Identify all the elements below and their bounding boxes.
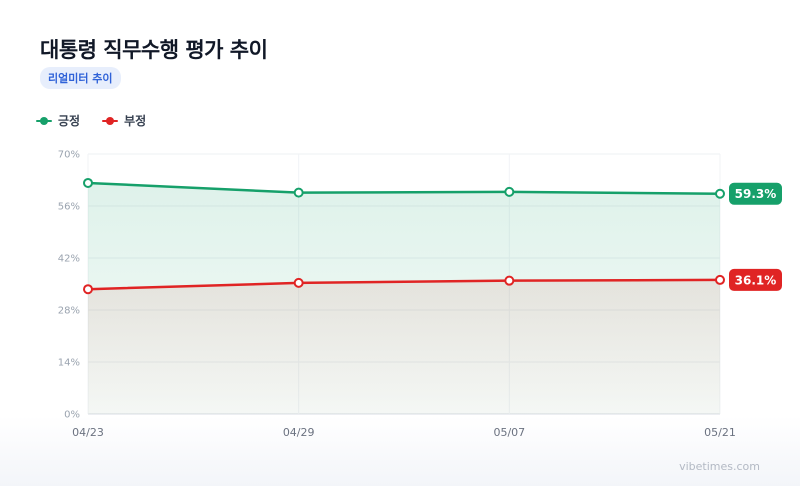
data-point-positive [83,177,93,188]
data-point-positive [504,186,515,197]
data-point-positive [293,187,304,198]
end-value-label-positive: 59.3% [729,182,782,205]
y-tick-label: 56% [58,202,80,213]
x-tick-label: 05/21 [704,426,736,439]
series-line-positive [87,181,721,195]
y-tick-label: 42% [58,254,80,265]
data-point-negative [715,274,725,285]
data-point-positive [715,188,725,199]
data-point-negative [293,277,304,288]
chart-legend: 긍정 부정 [36,112,146,129]
data-point-negative [504,275,515,286]
legend-item-positive[interactable]: 긍정 [36,112,80,129]
legend-marker-negative [102,116,119,126]
background-fade [0,416,800,486]
x-tick-label: 04/23 [72,426,104,439]
legend-label-negative: 부정 [124,114,147,128]
source-badge: 리얼미터 추이 [40,67,121,89]
y-tick-label: 28% [58,306,80,317]
legend-label-positive: 긍정 [58,114,81,128]
y-tick-label: 70% [58,150,80,161]
y-tick-label: 14% [58,358,80,369]
end-label-text: 59.3% [735,187,777,201]
area-negative [88,279,720,414]
end-value-label-negative: 36.1% [729,268,782,291]
end-label-bg [729,268,782,291]
series-line-negative [87,278,721,291]
x-tick-label: 04/29 [283,426,315,439]
legend-marker-positive [36,116,52,126]
data-point-negative [83,284,93,295]
end-label-bg [729,182,782,205]
watermark: vibetimes.com [679,460,760,473]
legend-item-negative[interactable]: 부정 [102,112,146,129]
end-label-text: 36.1% [735,273,777,287]
chart-title: 대통령 직무수행 평가 추이 [40,38,268,62]
x-tick-label: 05/07 [493,426,525,439]
y-tick-label: 0% [64,410,80,421]
